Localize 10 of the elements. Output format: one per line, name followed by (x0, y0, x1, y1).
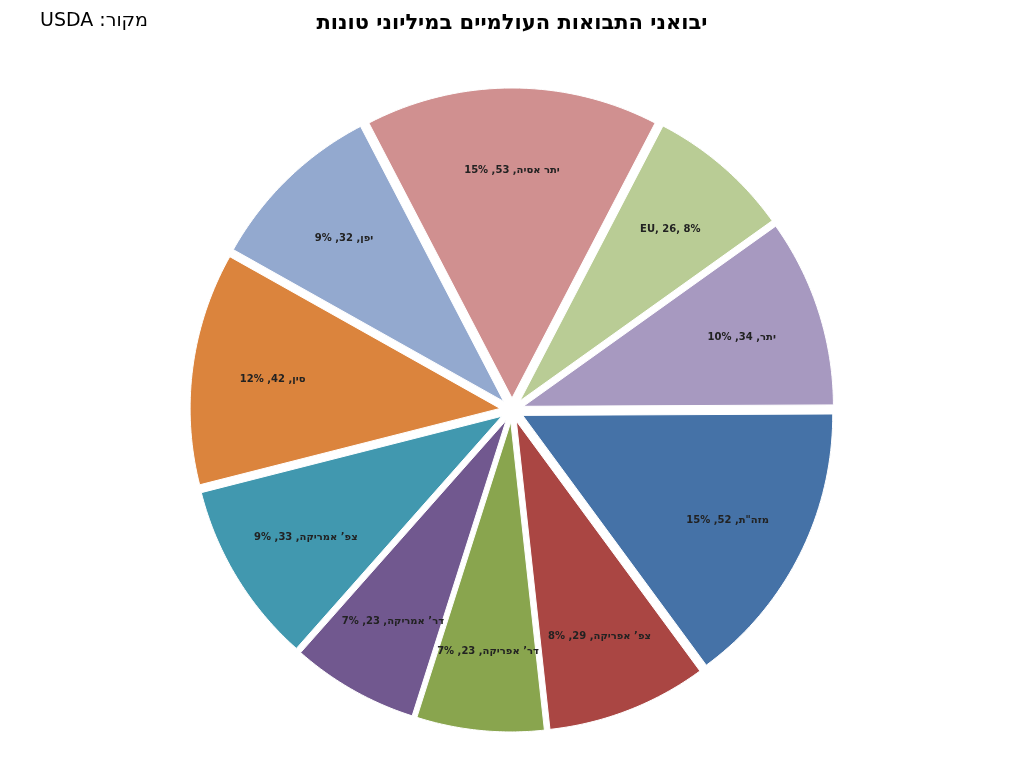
slice-label: צפ’ אמריקה, 33, 9% (254, 530, 358, 542)
slice-label: יתר אסיה, 53, 15% (464, 163, 560, 175)
text: מקור: USDA (40, 8, 148, 30)
slice-label: יפן, 32, 9% (314, 231, 374, 243)
slice-label: EU, 26, 8% (640, 222, 701, 234)
chart-title: יבואני התבואות העולמיים במיליוני טונות (316, 10, 708, 34)
slice-label: סין, 42, 12% (239, 372, 306, 384)
slice-label: יתר, 34, 10% (707, 330, 776, 342)
slice-label: צפ’ אפריקה, 29, 8% (548, 629, 652, 641)
slice-label: מזה"ת, 52, 15% (686, 513, 769, 525)
